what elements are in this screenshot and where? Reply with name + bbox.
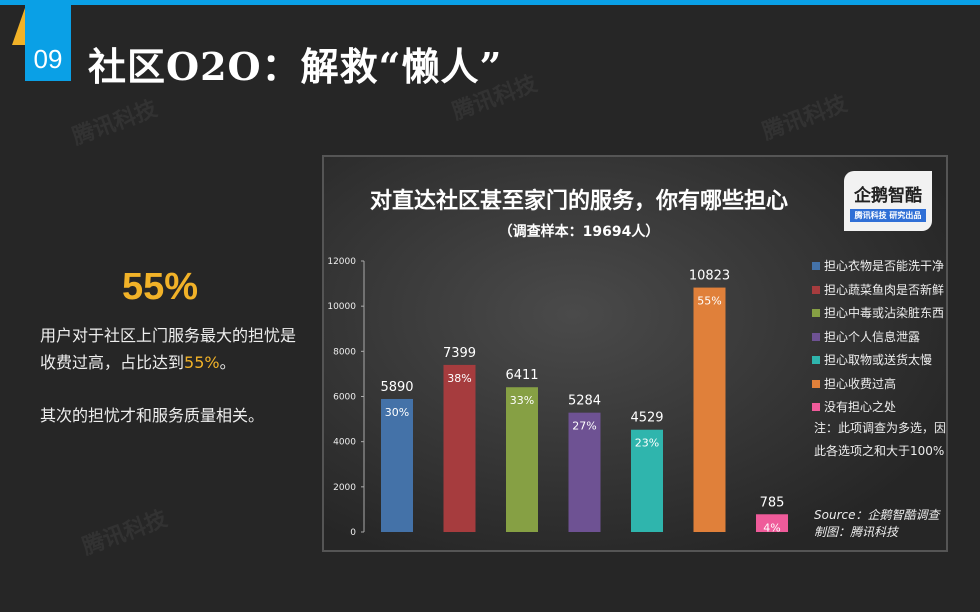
bar: [693, 287, 726, 532]
legend-item: 没有担心之处: [812, 396, 944, 420]
slide-number: 09: [25, 5, 71, 81]
logo-tag: 腾讯科技 研究出品: [850, 209, 926, 222]
legend-item: 担心衣物是否能洗干净: [812, 255, 944, 279]
legend-label: 担心取物或送货太慢: [824, 353, 933, 367]
big-stat: 55%: [122, 266, 199, 308]
y-tick-label: 8000: [333, 347, 356, 357]
value-label: 4529: [630, 411, 663, 426]
chart-subtitle: （调查样本：19694人）: [498, 224, 660, 240]
percent-label: 33%: [510, 394, 534, 407]
desc-text: 用户对于社区上门服务最大的担忧是收费过高，占比达到: [40, 326, 297, 372]
value-label: 5890: [380, 380, 413, 395]
legend-swatch: [812, 309, 820, 317]
percent-label: 55%: [697, 295, 721, 308]
legend-swatch: [812, 262, 820, 270]
value-label: 10823: [689, 269, 730, 284]
bar: [568, 412, 601, 532]
watermark: 腾讯科技: [79, 506, 171, 561]
watermark: 腾讯科技: [69, 96, 161, 151]
value-label: 6411: [505, 368, 538, 383]
legend-swatch: [812, 356, 820, 364]
watermark: 腾讯科技: [759, 91, 851, 146]
legend-label: 担心个人信息泄露: [824, 329, 921, 344]
page-title: 社区O2O：解救“懒人”: [88, 44, 503, 89]
source: Source：企鹅智酷调查 制图：腾讯科技: [814, 507, 939, 541]
value-label: 5284: [568, 394, 601, 409]
percent-label: 27%: [572, 420, 596, 433]
credit-text: 制图：腾讯科技: [814, 525, 899, 539]
description-2: 其次的担忧才和服务质量相关。: [40, 406, 265, 425]
legend-item: 担心中毒或沾染脏东西: [812, 302, 944, 326]
desc-suffix: 。: [219, 353, 236, 372]
percent-label: 38%: [447, 372, 471, 385]
description: 用户对于社区上门服务最大的担忧是收费过高，占比达到55%。: [40, 322, 300, 376]
percent-label: 30%: [385, 406, 409, 419]
note: 注：此项调查为多选，因此各选项之和大于100%: [814, 421, 947, 458]
chart-panel: 对直达社区甚至家门的服务，你有哪些担心 （调查样本：19694人） 企鹅智酷腾讯…: [322, 155, 948, 552]
legend-label: 担心收费过高: [824, 376, 897, 391]
logo: 企鹅智酷腾讯科技 研究出品: [844, 171, 932, 231]
y-tick-label: 0: [350, 528, 356, 538]
bar-chart: 0 2000 4000 6000 8000 10000 12000 5890 30% 7399 38…: [327, 257, 788, 538]
percent-label: 23%: [635, 437, 659, 450]
y-tick-label: 10000: [327, 302, 356, 312]
legend-swatch: [812, 285, 820, 294]
legend-item: 担心收费过高: [812, 373, 944, 397]
percent-label: 4%: [763, 521, 780, 534]
value-label: 7399: [443, 346, 476, 361]
y-tick-label: 4000: [333, 438, 356, 448]
legend-swatch: [812, 332, 820, 341]
legend-item: 担心蔬菜鱼肉是否新鲜: [812, 279, 944, 303]
y-tick-label: 12000: [327, 257, 356, 267]
legend-label: 担心中毒或沾染脏东西: [824, 306, 945, 320]
top-bar: [0, 0, 980, 5]
legend-swatch: [812, 403, 820, 411]
legend-item: 担心个人信息泄露: [812, 326, 944, 350]
source-text: Source：企鹅智酷调查: [814, 508, 940, 522]
y-tick-label: 6000: [333, 393, 356, 403]
chart-title: 对直达社区甚至家门的服务，你有哪些担心: [369, 189, 788, 214]
y-tick-label: 2000: [333, 483, 356, 493]
legend: 担心衣物是否能洗干净 担心蔬菜鱼肉是否新鲜 担心中毒或沾染脏东西 担心个人信息泄露 担心…: [812, 255, 944, 420]
bar: [506, 387, 538, 532]
bar: [631, 429, 663, 532]
legend-label: 担心衣物是否能洗干净: [824, 259, 945, 273]
legend-label: 担心蔬菜鱼肉是否新鲜: [824, 282, 945, 297]
desc-highlight: 55%: [184, 353, 220, 372]
logo-name: 企鹅智酷: [854, 186, 922, 206]
legend-item: 担心取物或送货太慢: [812, 349, 944, 373]
legend-swatch: [812, 379, 820, 388]
bar: [443, 364, 476, 532]
accent-triangle: [12, 5, 26, 45]
bar: [756, 514, 788, 532]
bar: [381, 398, 413, 532]
value-label: 785: [760, 495, 785, 510]
legend-label: 没有担心之处: [824, 400, 897, 414]
